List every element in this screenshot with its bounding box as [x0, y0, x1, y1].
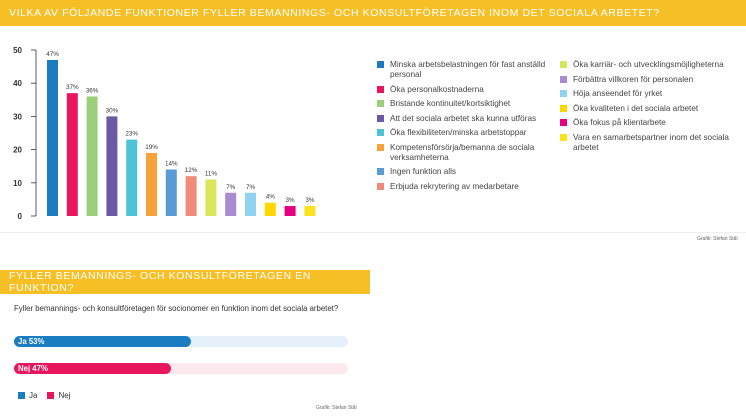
legend-item: Förbättra villkoren för personalen — [560, 75, 740, 85]
legend-swatch — [377, 143, 384, 151]
y-tick-label: 0 — [18, 212, 23, 221]
legend-swatch-nej — [47, 392, 55, 399]
bar — [225, 192, 237, 216]
legend-swatch-ja — [18, 392, 25, 399]
legend-label: Bristande kontinuitet/kortsiktighet — [390, 99, 511, 108]
legend-item: Vara en samarbetspartner inom det social… — [560, 133, 740, 153]
y-tick-label: 10 — [13, 179, 22, 188]
legend-item: Öka kvaliteten i det sociala arbetet — [560, 104, 740, 114]
legend-label: Ingen funktion alls — [390, 167, 456, 176]
legend-swatch — [377, 61, 384, 68]
legend-swatch — [377, 100, 384, 107]
legend-label-ja: Ja — [29, 391, 38, 400]
legend-label: Vara en samarbetspartner inom det social… — [573, 132, 729, 152]
section2-title-banner: FYLLER BEMANNINGS- OCH KONSULTFÖRETAGEN … — [0, 270, 370, 294]
section1-title-banner: VILKA AV FÖLJANDE FUNKTIONER FYLLER BEMA… — [0, 0, 746, 26]
legend-swatch — [560, 119, 567, 126]
bar-data-label: 37% — [66, 84, 79, 91]
bar-data-label: 47% — [46, 51, 59, 58]
ja-bar-label: Ja 53% — [18, 337, 45, 346]
legend-swatch — [377, 168, 384, 175]
bar-data-label: 7% — [246, 184, 256, 191]
legend-item: Erbjuda rekrytering av medarbetare — [377, 182, 547, 192]
legend-label-nej: Nej — [58, 391, 71, 400]
legend-swatch — [560, 90, 567, 97]
legend-item: Bristande kontinuitet/kortsiktighet — [377, 99, 547, 109]
bar — [126, 139, 138, 216]
ja-bar: Ja 53% — [14, 336, 192, 347]
legend-swatch — [560, 61, 567, 68]
legend-swatch — [560, 75, 567, 83]
bar — [185, 176, 197, 216]
bar-data-label: 19% — [145, 144, 158, 151]
bar — [245, 192, 256, 216]
bar-data-label: 11% — [205, 170, 218, 177]
bar — [146, 152, 157, 216]
y-tick-label: 50 — [13, 46, 22, 55]
legend-label: Öka karriär- och utvecklingsmöjlighetern… — [573, 60, 724, 69]
legend-item: Att det sociala arbetet ska kunna utföra… — [377, 114, 547, 124]
legend-item: Öka karriär- och utvecklingsmöjlighetern… — [560, 60, 740, 70]
bar-chart: 0 10 20 30 40 50 47% 37% 36% 30% 23% 19% 14% 12% 11% 7%… — [13, 46, 316, 221]
legend-label: Kompetensförsörja/bemanna de sociala ver… — [390, 142, 535, 162]
legend-item: Kompetensförsörja/bemanna de sociala ver… — [377, 143, 547, 163]
yes-no-legend: Ja Nej — [18, 391, 70, 400]
bar — [205, 179, 217, 216]
legend-label: Minska arbetsbelastningen för fast anstä… — [390, 60, 546, 79]
nej-bar-track: Nej 47% — [14, 363, 348, 374]
legend-label: Öka personalkostnaderna — [390, 84, 484, 94]
bar-data-label: 23% — [125, 131, 138, 138]
legend-swatch — [377, 182, 384, 190]
bar-data-label: 12% — [185, 167, 198, 174]
bar-data-label: 30% — [106, 107, 119, 114]
section-divider — [0, 232, 746, 233]
bar — [284, 206, 296, 216]
section2-title: FYLLER BEMANNINGS- OCH KONSULTFÖRETAGEN … — [9, 270, 311, 294]
legend-swatch — [377, 85, 384, 93]
bar-data-label: 7% — [226, 184, 236, 191]
bar-data-label: 4% — [266, 194, 276, 201]
bar — [264, 202, 276, 216]
bar — [304, 206, 316, 216]
bar — [106, 116, 118, 216]
legend-label: Höja anseendet för yrket — [573, 89, 663, 98]
y-tick-label: 40 — [13, 79, 22, 88]
bar — [86, 96, 98, 216]
legend-item: Minska arbetsbelastningen för fast anstä… — [377, 60, 547, 80]
section1-title: VILKA AV FÖLJANDE FUNKTIONER FYLLER BEMA… — [9, 7, 660, 19]
legend-label: Öka flexibiliteten/minska arbetstoppar — [390, 128, 527, 137]
legend-label: Öka kvaliteten i det sociala arbetet — [573, 103, 699, 113]
chart-legend-col2: Öka karriär- och utvecklingsmöjlighetern… — [560, 60, 740, 157]
legend-label: Att det sociala arbetet ska kunna utföra… — [390, 113, 537, 123]
legend-label: Förbättra villkoren för personalen — [573, 74, 694, 84]
bar — [47, 59, 58, 217]
bar — [165, 169, 177, 216]
legend-label: Erbjuda rekrytering av medarbetare — [390, 181, 519, 191]
legend-item: Öka fokus på klientarbete — [560, 118, 740, 128]
legend-label: Öka fokus på klientarbete — [573, 118, 666, 127]
bar-data-label: 36% — [86, 87, 99, 94]
bar-data-label: 3% — [286, 197, 296, 204]
ja-bar-track: Ja 53% — [14, 336, 348, 347]
nej-bar: Nej 47% — [14, 363, 171, 374]
chart-legend-col1: Minska arbetsbelastningen för fast anstä… — [377, 60, 547, 196]
legend-item: Öka personalkostnaderna — [377, 85, 547, 95]
legend-item: Höja anseendet för yrket — [560, 89, 740, 99]
bar — [66, 93, 78, 216]
y-tick-label: 20 — [13, 146, 22, 155]
bar-data-label: 3% — [305, 197, 315, 204]
legend-swatch — [377, 129, 384, 136]
legend-swatch — [560, 104, 567, 112]
nej-bar-label: Nej 47% — [18, 364, 48, 373]
chart2-credit: Grafik: Stefan Stål — [316, 405, 357, 411]
survey-question: Fyller bemannings- och konsultföretagen … — [14, 304, 339, 313]
bar-data-label: 14% — [165, 161, 178, 168]
chart-credit: Grafik: Stefan Stål — [697, 236, 738, 242]
legend-swatch — [377, 114, 384, 122]
legend-item: Öka flexibiliteten/minska arbetstoppar — [377, 128, 547, 138]
y-tick-label: 30 — [13, 112, 22, 121]
legend-swatch — [560, 133, 567, 141]
legend-item: Ingen funktion alls — [377, 167, 547, 177]
